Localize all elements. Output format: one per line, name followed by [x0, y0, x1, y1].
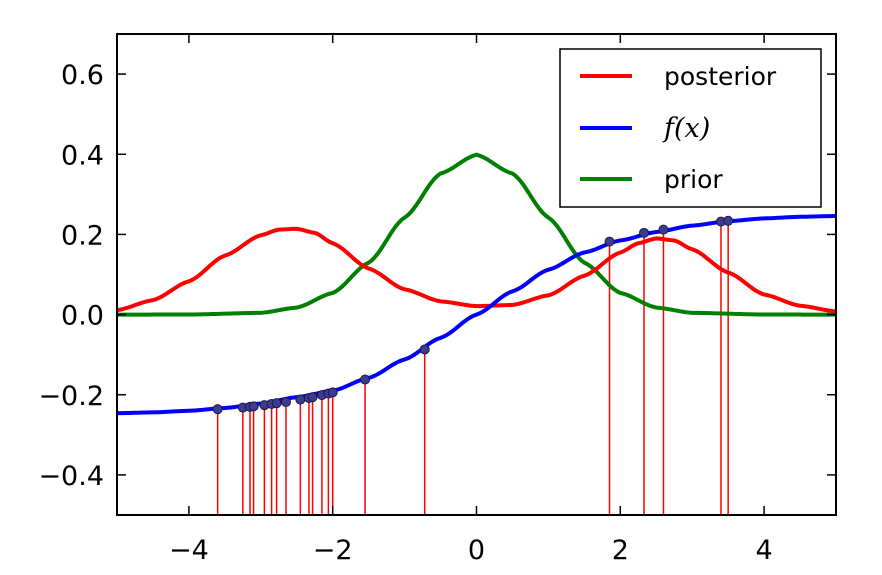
- legend-label-fx: f(x): [662, 113, 710, 144]
- sample-marker: [271, 398, 282, 409]
- y-tick-label: 0.2: [61, 220, 104, 251]
- y-tick-label: 0.0: [61, 301, 104, 332]
- x-tick-label: 4: [756, 535, 773, 566]
- sample-marker: [360, 374, 371, 385]
- legend: posterior f(x) prior: [559, 48, 822, 208]
- sample-marker: [307, 392, 318, 403]
- sample-marker: [248, 401, 259, 412]
- legend-label-posterior: posterior: [664, 62, 777, 91]
- sample-marker: [280, 396, 291, 407]
- y-tick-label: −0.2: [38, 381, 104, 412]
- sample-marker: [658, 224, 669, 235]
- prior-line: [117, 152, 836, 317]
- sample-marker: [295, 394, 306, 405]
- x-tick-label: −4: [169, 535, 209, 566]
- sample-marker: [604, 236, 615, 247]
- sample-marker: [327, 387, 338, 398]
- y-tick-label: 0.4: [61, 140, 104, 171]
- legend-label-prior: prior: [664, 165, 723, 194]
- y-tick-label: −0.4: [38, 461, 104, 492]
- sample-markers: [212, 215, 734, 415]
- y-tick-label: 0.6: [61, 60, 104, 91]
- x-tick-label: −2: [313, 535, 353, 566]
- x-tick-label: 0: [468, 535, 485, 566]
- sample-marker: [419, 344, 430, 355]
- sample-marker: [212, 404, 223, 415]
- sample-marker: [723, 215, 734, 226]
- sample-marker: [639, 227, 650, 238]
- x-tick-label: 2: [612, 535, 629, 566]
- axis-ticks: −4 −2 0 2 4 −0.4 −0.2 0.0 0.2 0.4 0.6: [38, 34, 836, 566]
- posterior-line: [117, 226, 836, 314]
